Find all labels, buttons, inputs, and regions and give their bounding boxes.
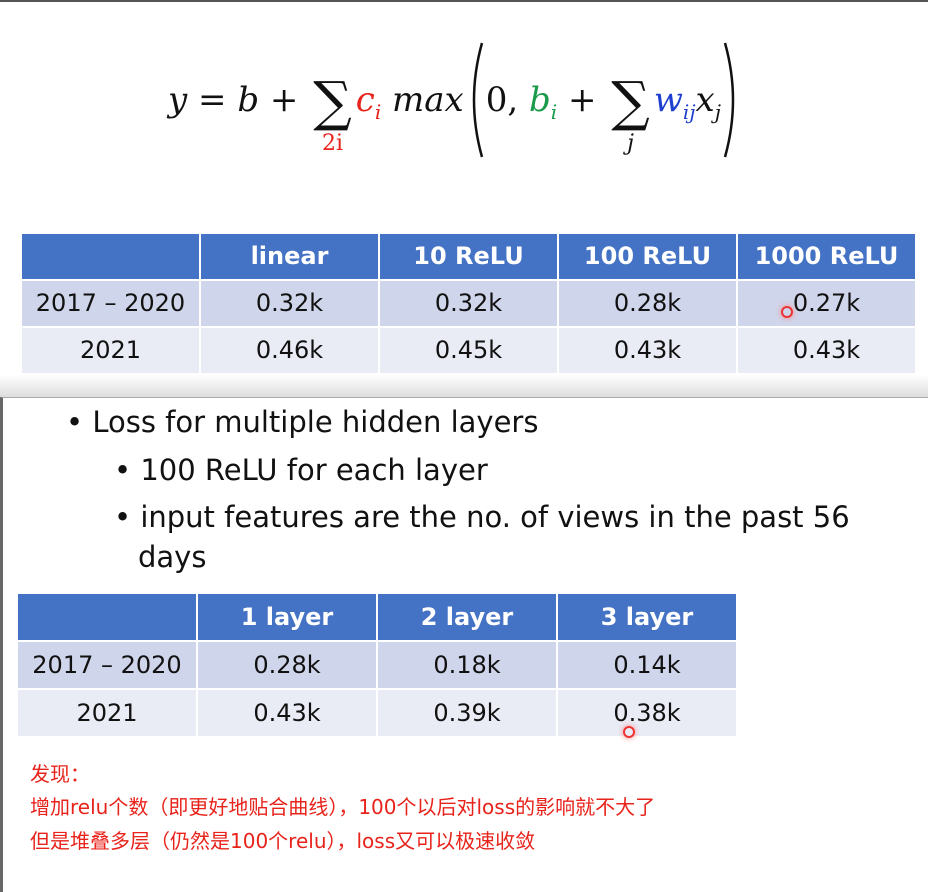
sum-block-2: ∑ j	[611, 75, 650, 155]
sum-symbol: ∑	[313, 70, 352, 133]
formula-bi-sub: i	[550, 100, 558, 124]
cell: 0.43k	[198, 690, 376, 736]
cell: 2017 – 2020	[22, 281, 199, 326]
cell: 0.27k	[738, 281, 915, 326]
header-cell: 3 layer	[558, 594, 736, 640]
header-cell: linear	[201, 234, 378, 279]
formula-plus: +	[259, 80, 310, 120]
formula-b: b	[237, 80, 260, 120]
divider-shadow	[0, 375, 928, 397]
header-cell: 2 layer	[378, 594, 556, 640]
right-paren-icon	[723, 42, 735, 158]
cell: 2017 – 2020	[18, 642, 196, 688]
cursor-marker-icon	[623, 726, 635, 738]
table-row: 2017 – 2020 0.28k 0.18k 0.14k	[18, 642, 736, 688]
formula-plus2: +	[557, 80, 608, 120]
formula-c-sub: i	[374, 100, 382, 124]
bullet-text: Loss for multiple hidden layers	[92, 405, 539, 439]
formula-x: x	[695, 80, 715, 120]
formula-c: c	[355, 80, 375, 120]
cell: 0.39k	[378, 690, 556, 736]
bullet-3-cont: days	[138, 540, 207, 574]
cell: 2021	[18, 690, 196, 736]
layer-loss-table: 1 layer 2 layer 3 layer 2017 – 2020 0.28k 0.…	[16, 592, 738, 738]
relu-loss-table: linear 10 ReLU 100 ReLU 1000 ReLU 2017 – 20…	[20, 232, 917, 375]
cell: 0.43k	[738, 328, 915, 373]
table-row: 2017 – 2020 0.32k 0.32k 0.28k 0.27k	[22, 281, 915, 326]
cell: 0.28k	[559, 281, 736, 326]
left-paren-icon	[472, 42, 483, 158]
cursor-marker-icon	[781, 306, 793, 318]
header-cell: 1 layer	[198, 594, 376, 640]
formula-zero: 0,	[485, 80, 529, 120]
table-row: 2021 0.43k 0.39k 0.38k	[18, 690, 736, 736]
cell: 0.32k	[201, 281, 378, 326]
sum-symbol-2: ∑	[611, 70, 650, 133]
sum-index-2: j	[627, 131, 634, 156]
note-line: 增加relu个数（即更好地贴合曲线），100个以后对loss的影响就不大了	[30, 795, 656, 819]
cell: 0.46k	[201, 328, 378, 373]
formula-w: w	[653, 80, 683, 120]
cell: 0.32k	[380, 281, 557, 326]
header-cell: 10 ReLU	[380, 234, 557, 279]
bullet-1: • Loss for multiple hidden layers	[66, 405, 539, 439]
bullet-3: • input features are the no. of views in…	[114, 500, 850, 534]
cell: 0.43k	[559, 328, 736, 373]
bullet-text: input features are the no. of views in t…	[140, 500, 850, 534]
note-title: 发现：	[30, 762, 90, 786]
note-line: 但是堆叠多层（仍然是100个relu），loss又可以极速收敛	[30, 829, 536, 853]
formula-eq: =	[187, 80, 238, 120]
header-cell: 1000 ReLU	[738, 234, 915, 279]
formula-max: max	[381, 80, 464, 120]
sum-block: ∑ 2i	[313, 75, 352, 155]
cell: 2021	[22, 328, 199, 373]
formula-x-sub: j	[714, 100, 721, 124]
header-cell: 100 ReLU	[559, 234, 736, 279]
header-cell	[18, 594, 196, 640]
cell: 0.18k	[378, 642, 556, 688]
cell: 0.28k	[198, 642, 376, 688]
cell: 0.14k	[558, 642, 736, 688]
cell: 0.45k	[380, 328, 557, 373]
bullet-2: • 100 ReLU for each layer	[114, 453, 488, 487]
bullet-text: 100 ReLU for each layer	[140, 453, 488, 487]
cell: 0.38k	[558, 690, 736, 736]
formula-w-sub: ij	[682, 100, 696, 124]
formula-bi: b	[528, 80, 551, 120]
formula-y: y	[168, 80, 188, 120]
sum-index: 2i	[321, 131, 343, 156]
table-row: 2021 0.46k 0.45k 0.43k 0.43k	[22, 328, 915, 373]
header-cell	[22, 234, 199, 279]
